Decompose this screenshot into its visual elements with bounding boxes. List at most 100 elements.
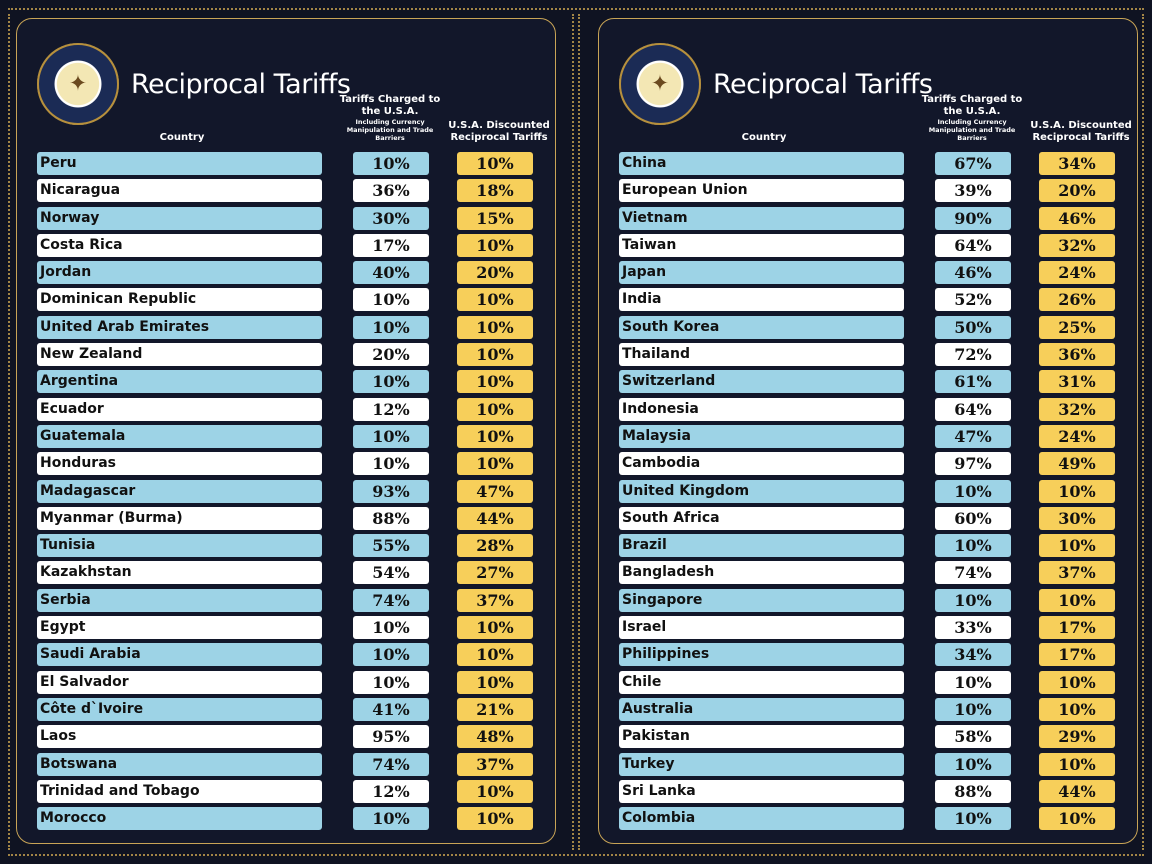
country-cell: Switzerland — [619, 370, 904, 394]
tariff-charged-cell: 55% — [353, 534, 429, 558]
country-cell: Colombia — [619, 807, 904, 831]
country-cell: South Africa — [619, 506, 904, 530]
tariff-charged-cell: 64% — [935, 233, 1011, 257]
discounted-tariff-cell: 10% — [457, 424, 533, 448]
country-cell: China — [619, 152, 904, 175]
discounted-tariff-cell: 36% — [1039, 343, 1115, 367]
table-row: Indonesia 64% 32% — [619, 397, 1139, 425]
table-row: Egypt 10% 10% — [37, 616, 557, 643]
country-cell: Taiwan — [619, 233, 904, 257]
discounted-tariff-cell: 32% — [1039, 233, 1115, 257]
eagle-icon: ✦ — [68, 71, 88, 97]
country-cell: Indonesia — [619, 397, 904, 421]
tariff-charged-cell: 61% — [935, 370, 1011, 394]
table-row: Costa Rica 17% 10% — [37, 233, 557, 261]
country-cell: Guatemala — [37, 424, 322, 448]
country-column-header: Country — [159, 132, 205, 143]
discounted-tariff-cell: 10% — [457, 370, 533, 394]
tariff-charged-cell: 10% — [935, 479, 1011, 503]
table-row: South Korea 50% 25% — [619, 315, 1139, 343]
tariff-charged-cell: 40% — [353, 261, 429, 285]
tariff-charged-cell: 88% — [935, 779, 1011, 803]
discounted-tariff-cell: 18% — [457, 179, 533, 203]
country-column-header: Country — [741, 132, 787, 143]
tariff-charged-cell: 10% — [353, 315, 429, 339]
discounted-tariff-cell: 24% — [1039, 261, 1115, 285]
country-cell: Australia — [619, 697, 904, 721]
table-row: Dominican Republic 10% 10% — [37, 288, 557, 315]
table-row: United Arab Emirates 10% 10% — [37, 315, 557, 343]
table-row: New Zealand 20% 10% — [37, 343, 557, 370]
tariffs-charged-header-sub: Including Currency Manipulation and Trad… — [346, 118, 434, 142]
eagle-icon: ✦ — [650, 71, 670, 97]
discounted-tariff-cell: 10% — [457, 643, 533, 667]
discounted-tariff-cell: 10% — [457, 397, 533, 421]
table-row: Trinidad and Tobago 12% 10% — [37, 779, 557, 807]
discounted-tariff-cell: 17% — [1039, 643, 1115, 667]
table-row: Argentina 10% 10% — [37, 370, 557, 397]
discounted-tariff-cell: 20% — [457, 261, 533, 285]
table-row: Saudi Arabia 10% 10% — [37, 643, 557, 670]
country-cell: Myanmar (Burma) — [37, 506, 322, 530]
tariff-charged-cell: 41% — [353, 697, 429, 721]
left-tariff-panel: ✦ Reciprocal Tariffs Country Tariffs Cha… — [16, 18, 556, 844]
table-row: Bangladesh 74% 37% — [619, 561, 1139, 588]
tariff-charged-cell: 10% — [353, 424, 429, 448]
tariff-charged-cell: 12% — [353, 397, 429, 421]
discounted-tariff-cell: 29% — [1039, 725, 1115, 749]
table-row: Guatemala 10% 10% — [37, 424, 557, 452]
discounted-tariff-cell: 17% — [1039, 616, 1115, 640]
tariff-charged-cell: 34% — [935, 643, 1011, 667]
tariffs-charged-header-sub: Including Currency Manipulation and Trad… — [928, 118, 1016, 142]
table-row: Singapore 10% 10% — [619, 588, 1139, 616]
country-cell: El Salvador — [37, 670, 322, 694]
table-row: Tunisia 55% 28% — [37, 534, 557, 561]
table-row: Cambodia 97% 49% — [619, 452, 1139, 479]
discounted-tariff-cell: 10% — [457, 288, 533, 312]
table-row: Taiwan 64% 32% — [619, 233, 1139, 261]
table-row: Philippines 34% 17% — [619, 643, 1139, 670]
country-cell: Argentina — [37, 370, 322, 394]
country-cell: Philippines — [619, 643, 904, 667]
discounted-tariff-cell: 10% — [457, 152, 533, 175]
table-row: Thailand 72% 36% — [619, 343, 1139, 370]
country-cell: Sri Lanka — [619, 779, 904, 803]
tariff-charged-cell: 93% — [353, 479, 429, 503]
tariff-charged-cell: 36% — [353, 179, 429, 203]
tariff-charged-cell: 12% — [353, 779, 429, 803]
table-row: South Africa 60% 30% — [619, 506, 1139, 534]
tariff-charged-cell: 10% — [353, 616, 429, 640]
country-cell: European Union — [619, 179, 904, 203]
discounted-tariff-cell: 10% — [1039, 752, 1115, 776]
discounted-tariff-cell: 25% — [1039, 315, 1115, 339]
table-row: Peru 10% 10% — [37, 152, 557, 179]
tariff-charged-cell: 74% — [353, 752, 429, 776]
country-cell: Ecuador — [37, 397, 322, 421]
country-cell: Bangladesh — [619, 561, 904, 585]
table-row: Brazil 10% 10% — [619, 534, 1139, 561]
left-tariff-table: Peru 10% 10% Nicaragua 36% 18% Norway 30% 15% Cos… — [37, 152, 557, 834]
tariff-charged-cell: 10% — [353, 152, 429, 175]
page-title: Reciprocal Tariffs — [713, 69, 933, 100]
tariff-charged-cell: 10% — [353, 288, 429, 312]
table-row: Norway 30% 15% — [37, 206, 557, 234]
right-tariff-table: China 67% 34% European Union 39% 20% Vietnam 90… — [619, 152, 1139, 834]
table-row: Pakistan 58% 29% — [619, 725, 1139, 752]
tariff-charged-cell: 30% — [353, 206, 429, 230]
tariff-charged-cell: 52% — [935, 288, 1011, 312]
country-cell: Costa Rica — [37, 233, 322, 257]
discounted-tariff-cell: 20% — [1039, 179, 1115, 203]
tariff-charged-cell: 10% — [353, 452, 429, 476]
discounted-tariffs-column-header: U.S.A. Discounted Reciprocal Tariffs — [448, 120, 550, 143]
table-row: Japan 46% 24% — [619, 261, 1139, 288]
country-cell: Turkey — [619, 752, 904, 776]
country-cell: United Arab Emirates — [37, 315, 322, 339]
table-row: European Union 39% 20% — [619, 179, 1139, 206]
tariff-charged-cell: 10% — [935, 588, 1011, 612]
tariff-charged-cell: 10% — [353, 807, 429, 831]
discounted-tariff-cell: 37% — [457, 588, 533, 612]
table-row: Vietnam 90% 46% — [619, 206, 1139, 234]
tariff-charged-cell: 72% — [935, 343, 1011, 367]
discounted-tariff-cell: 10% — [457, 616, 533, 640]
country-cell: Madagascar — [37, 479, 322, 503]
